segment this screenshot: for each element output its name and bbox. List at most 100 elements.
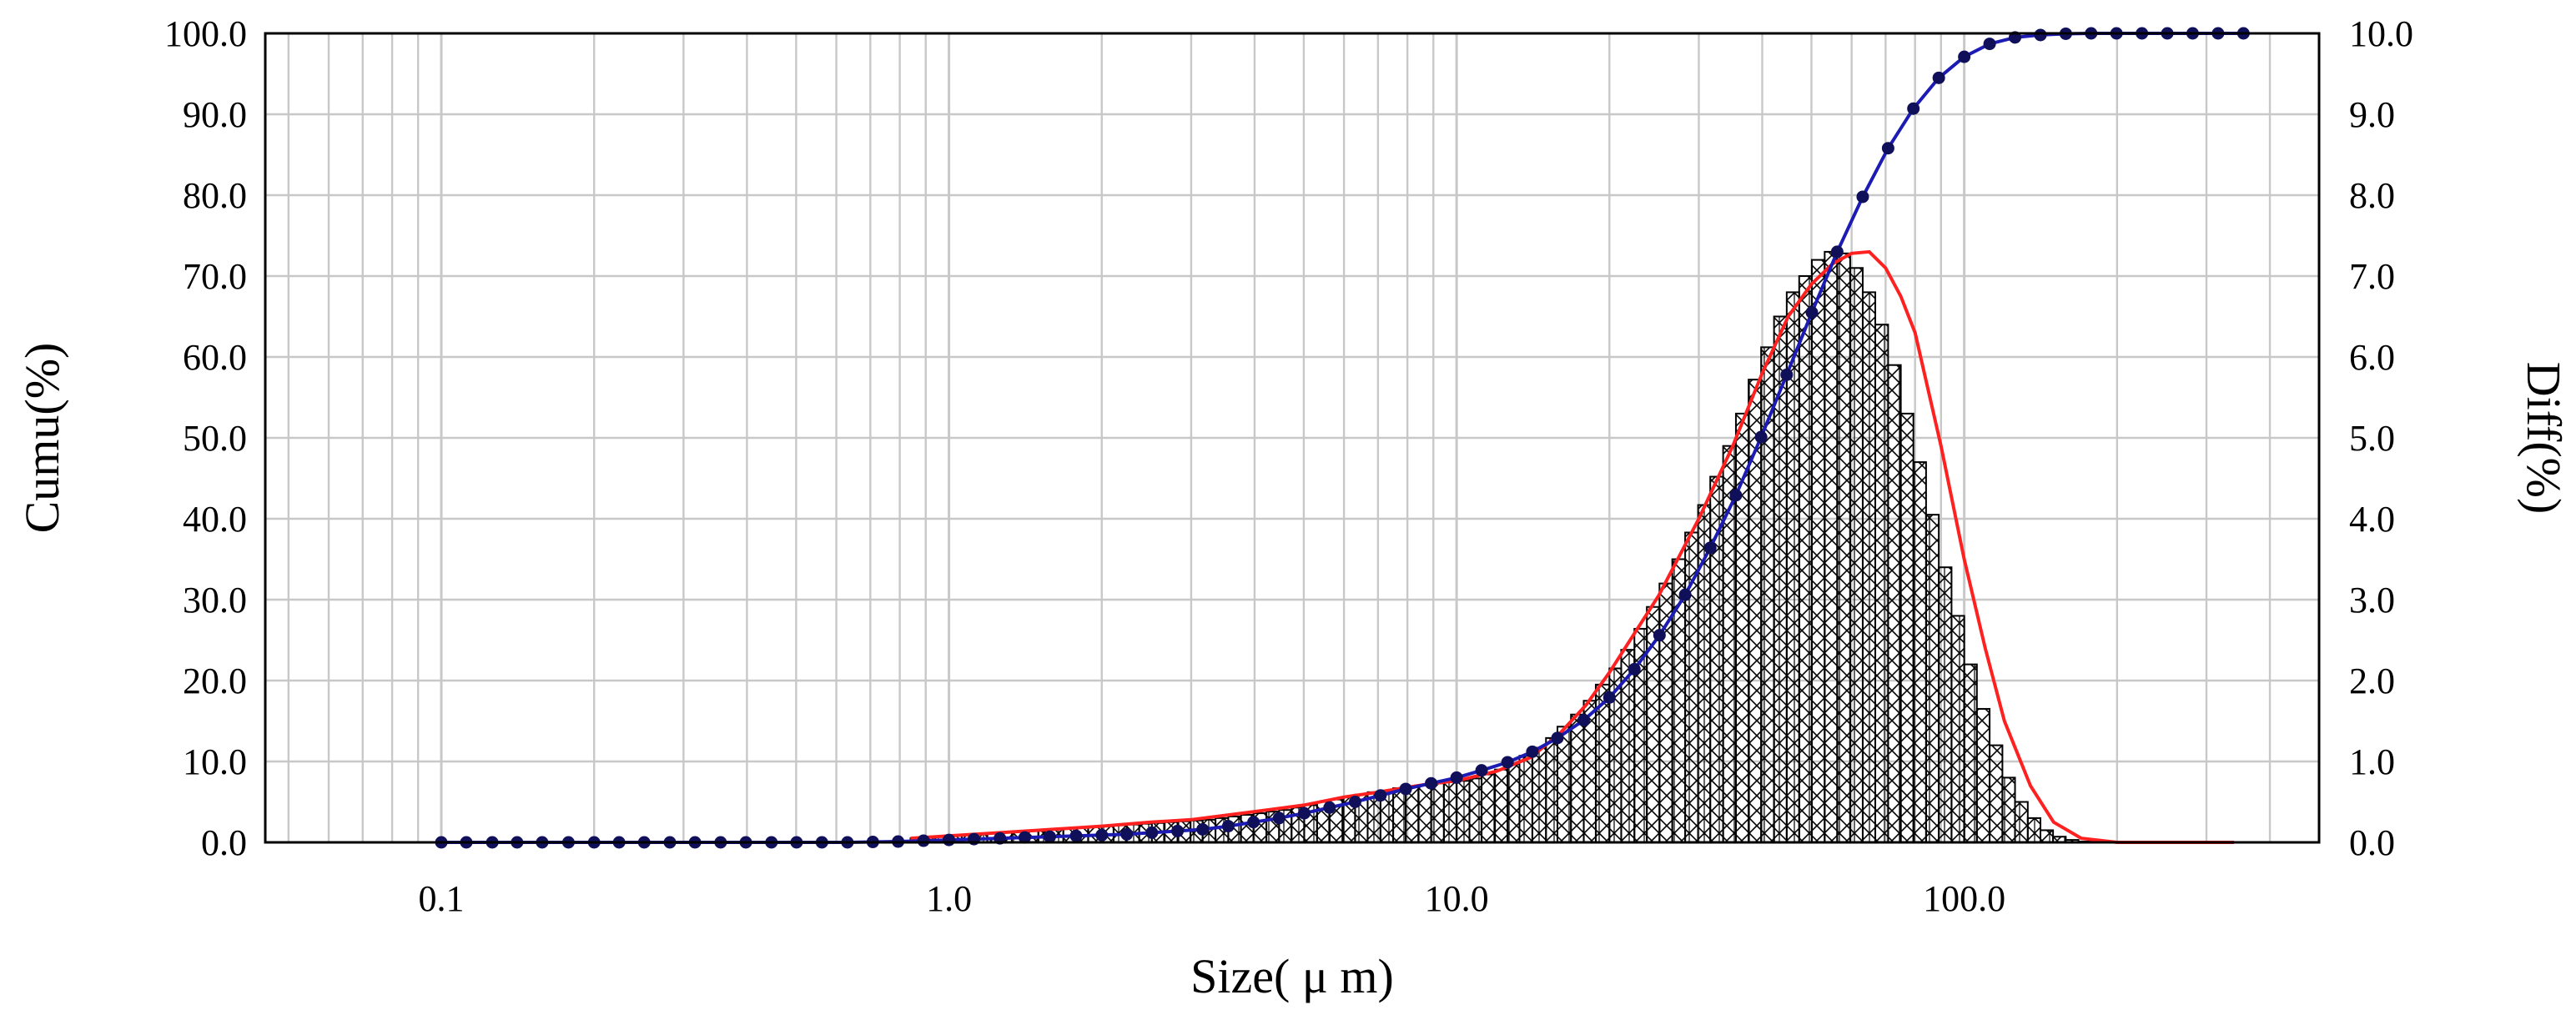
diff-bar [1442,781,1458,843]
diff-bar [1531,746,1547,844]
cumu-point [1678,588,1692,601]
y-right-tick-label: 9.0 [2349,94,2395,135]
differential-curve [910,249,2235,844]
plot-frame [264,32,2321,844]
cumu-point [917,834,930,847]
y-left-tick-label: 30.0 [183,580,247,621]
cumu-point [1805,306,1819,319]
diff-bar [1849,267,1864,843]
y-left-tick-label: 60.0 [183,337,247,378]
cumu-point [1196,822,1210,836]
cumu-point [1399,782,1412,796]
x-axis-ticks: 0.1 1.0 10.0 100.0 [419,878,2006,919]
y-left-tick-label: 40.0 [183,499,247,540]
y-right-tick-label: 7.0 [2349,256,2395,297]
y-right-tick-label: 1.0 [2349,741,2395,782]
x-tick-label: 100.0 [1923,878,2005,919]
y-right-tick-label: 6.0 [2349,337,2395,378]
diff-curve-line [910,249,2235,844]
cumu-point [1501,756,1514,769]
y-right-tick-label: 0.0 [2349,822,2395,863]
cumu-point [2034,28,2047,42]
diff-bar [1887,364,1902,843]
cumu-point [1095,828,1109,842]
y-right-tick-label: 5.0 [2349,418,2395,459]
diff-bar [1773,315,1788,843]
diff-bar [1507,761,1521,843]
y-right-tick-label: 10.0 [2349,13,2413,54]
diff-bar [1810,259,1826,844]
cumu-point [1221,820,1235,833]
diff-bar [2014,801,2029,843]
y-left-tick-label: 80.0 [183,175,247,216]
x-tick-label: 10.0 [1425,878,1489,919]
cumu-point [1780,368,1794,381]
diff-bar [1861,291,1877,843]
cumu-point [1729,489,1743,502]
y-right-tick-label: 2.0 [2349,661,2395,701]
diff-bar [1481,773,1497,844]
diff-bar [1912,461,1927,843]
y-left-tick-label: 90.0 [183,94,247,135]
cumu-point [1958,50,1971,63]
diff-bar [1570,713,1585,843]
cumu-point [1018,831,1031,844]
cumu-point [1830,245,1844,259]
y-axis-right-title: Diff(%) [2517,362,2571,515]
cumu-point [1348,796,1361,808]
y-left-tick-label: 0.0 [201,822,247,863]
x-axis-title: Size( μ m) [1190,949,1394,1003]
diff-bar [1518,755,1533,844]
diff-bar [1989,744,2004,843]
cumu-point [1577,714,1591,727]
diff-bar [1950,615,1965,844]
diff-bar [1557,726,1572,843]
y-axis-left-ticks: 0.0 10.0 20.0 30.0 40.0 50.0 60.0 70.0 80.0 90.0 1… [164,13,247,863]
cumu-point [1450,771,1463,784]
cumu-point [1374,789,1387,802]
diff-bar [1456,780,1471,844]
y-axis-left-title: Cumu(%) [15,343,69,534]
diff-bar [1924,514,1940,844]
diff-bar [1798,275,1813,843]
cumu-point [1551,731,1564,745]
diff-bar [1836,252,1851,843]
cumu-point [1272,811,1285,825]
diff-bar [1671,558,1687,843]
cumu-point [1526,745,1539,758]
diff-bar [1468,777,1483,843]
diff-bar [1494,768,1509,844]
cumu-point [1145,826,1159,839]
cumu-point [1475,764,1488,777]
y-right-tick-label: 4.0 [2349,499,2395,540]
y-axis-right-ticks: 0.0 1.0 2.0 3.0 4.0 5.0 6.0 7.0 8.0 9.0 10.0 [2349,13,2413,863]
diff-bar [1545,736,1559,843]
diff-bar [1975,707,1991,844]
cumu-point [1856,190,1869,204]
diff-bar [1392,787,1407,844]
diff-bar [1430,782,1445,843]
y-left-tick-label: 100.0 [164,13,247,54]
diff-bar [1899,412,1914,843]
diff-bar [1824,250,1839,843]
cumu-point [1043,830,1056,843]
cumu-point [1069,829,1083,842]
cumu-point [1247,816,1260,829]
x-tick-label: 1.0 [926,878,972,919]
cumu-point [1907,102,1920,115]
cumu-point [1881,142,1894,155]
diff-bar [1874,324,1889,843]
diff-bar [1697,504,1712,843]
cumu-point [1628,662,1641,676]
y-left-tick-label: 70.0 [183,256,247,297]
cumu-point [1754,430,1768,444]
cumu-point [1653,629,1666,642]
diff-bar [2001,776,2016,844]
cumu-point [1323,801,1336,814]
y-right-tick-label: 8.0 [2349,175,2395,216]
diff-bar [2040,829,2055,844]
cumu-point [1120,827,1134,841]
